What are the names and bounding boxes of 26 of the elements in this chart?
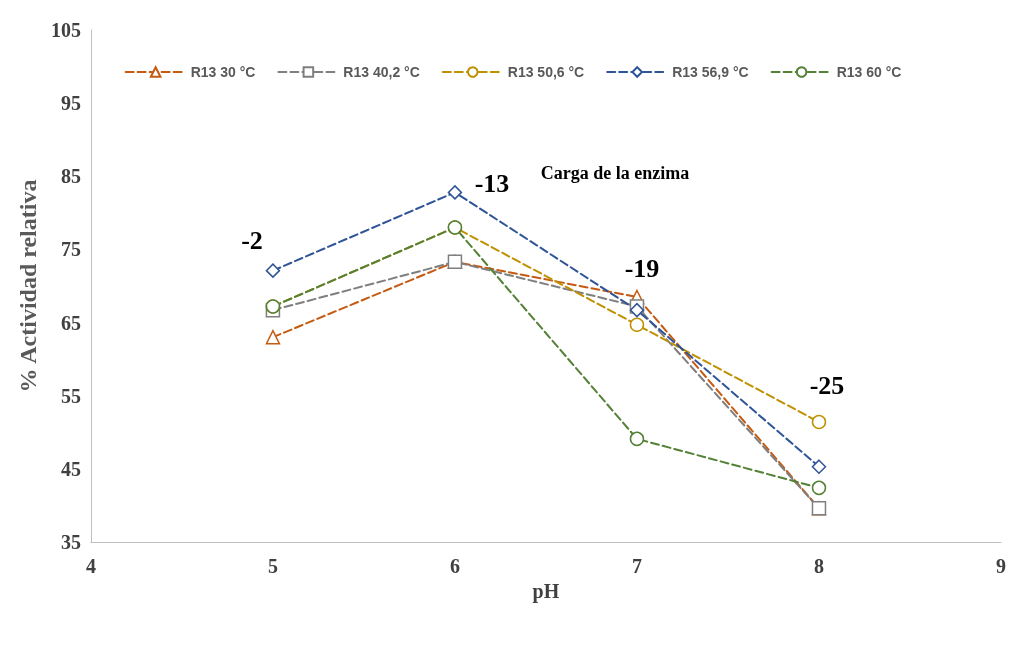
annotation: Carga de la enzima [540, 163, 690, 183]
y-tick-label: 95 [60, 92, 81, 115]
y-tick-label: 65 [60, 311, 81, 334]
x-tick-label: 9 [996, 555, 1006, 577]
y-tick-label: 55 [60, 384, 81, 407]
y-axis-title: % Actividad relativa [15, 179, 41, 393]
annotation: -2 [241, 225, 263, 255]
y-tick-label: 85 [60, 165, 81, 188]
legend-label: R13 40,2 °C [343, 64, 420, 80]
legend-label: R13 50,6 °C [507, 64, 585, 80]
annotation: -13 [474, 168, 510, 198]
annotation: -19 [624, 253, 660, 283]
x-tick-label: 6 [449, 555, 460, 577]
x-tick-label: 5 [267, 555, 278, 577]
legend-label: R13 30 °C [190, 64, 256, 80]
legend-label: R13 60 °C [836, 64, 902, 80]
x-tick-label: 7 [631, 555, 642, 577]
x-tick-label: 8 [813, 555, 824, 577]
y-tick-label: 105 [50, 19, 81, 41]
annotation: -25 [809, 370, 845, 400]
legend-label: R13 56,9 °C [672, 64, 749, 80]
x-tick-label: 4 [85, 555, 96, 577]
y-tick-label: 35 [60, 531, 81, 553]
y-tick-label: 75 [60, 238, 81, 261]
x-axis-title: pH [532, 579, 560, 603]
y-tick-label: 45 [60, 457, 81, 480]
